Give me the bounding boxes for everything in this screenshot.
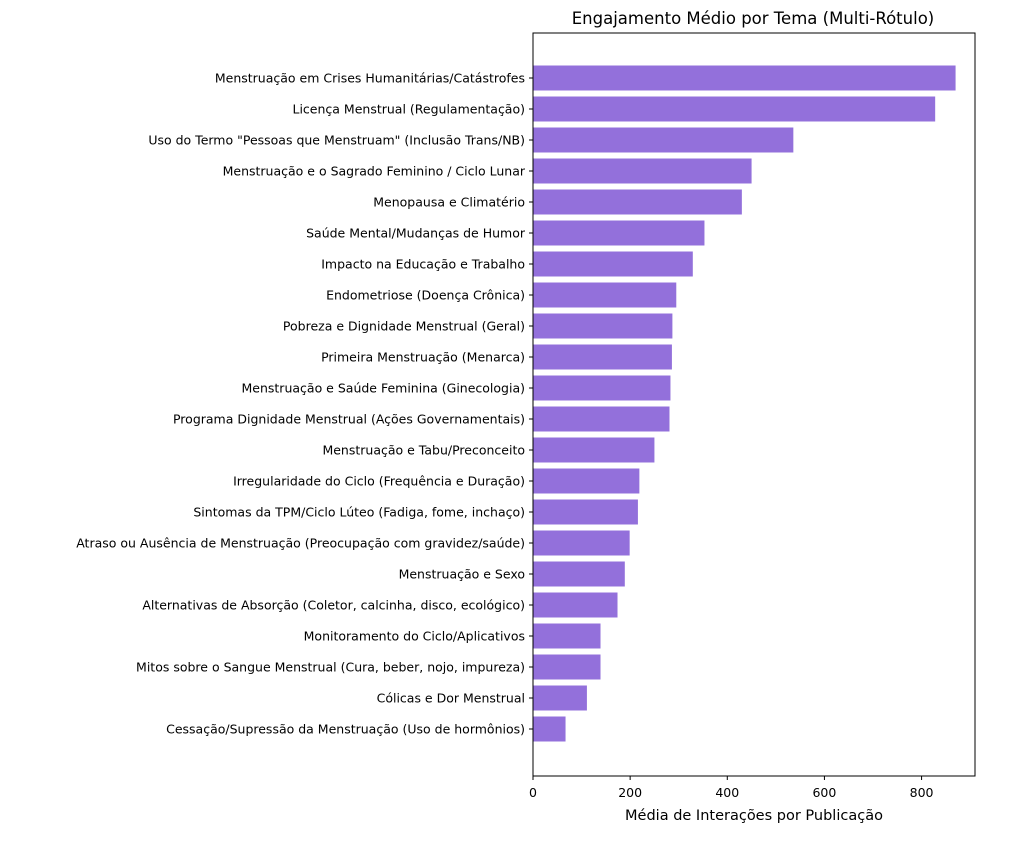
x-tick-label: 800 — [910, 785, 934, 800]
bar — [533, 220, 705, 246]
category-label: Saúde Mental/Mudanças de Humor — [306, 226, 526, 241]
bar — [533, 65, 956, 91]
bar — [533, 654, 601, 680]
category-label: Menstruação e Tabu/Preconceito — [322, 443, 525, 458]
x-tick-label: 200 — [618, 785, 642, 800]
bar — [533, 530, 630, 556]
category-label: Monitoramento do Ciclo/Aplicativos — [304, 629, 525, 644]
category-label: Licença Menstrual (Regulamentação) — [293, 102, 526, 117]
bar — [533, 623, 601, 649]
x-tick-label: 600 — [812, 785, 836, 800]
bar — [533, 468, 640, 494]
bar — [533, 716, 566, 742]
x-axis-ticks: 0 200 400 600 800 — [529, 776, 934, 800]
bar — [533, 127, 794, 153]
chart-title: Engajamento Médio por Tema (Multi-Rótulo… — [572, 9, 934, 28]
category-label: Endometriose (Doença Crônica) — [326, 288, 525, 303]
category-label: Sintomas da TPM/Ciclo Lúteo (Fadiga, fom… — [193, 505, 525, 520]
bars-layer — [533, 65, 956, 742]
category-label: Primeira Menstruação (Menarca) — [321, 350, 525, 365]
bar — [533, 406, 670, 432]
bar — [533, 282, 677, 308]
bar — [533, 96, 936, 122]
category-label: Menstruação e o Sagrado Feminino / Ciclo… — [223, 164, 526, 179]
bar — [533, 437, 655, 463]
category-label: Alternativas de Absorção (Coletor, calci… — [142, 598, 525, 613]
category-label: Menstruação e Sexo — [399, 567, 525, 582]
category-label: Uso do Termo "Pessoas que Menstruam" (In… — [148, 133, 525, 148]
category-label: Irregularidade do Ciclo (Frequência e Du… — [233, 474, 525, 489]
x-tick-label: 0 — [529, 785, 537, 800]
bar — [533, 344, 672, 370]
bar — [533, 592, 618, 618]
category-label: Menstruação em Crises Humanitárias/Catás… — [215, 71, 525, 86]
category-labels: Menstruação em Crises Humanitárias/Catás… — [76, 71, 533, 737]
x-tick-label: 400 — [715, 785, 739, 800]
bar — [533, 499, 638, 525]
plot-frame — [532, 32, 976, 777]
category-label: Mitos sobre o Sangue Menstrual (Cura, be… — [136, 660, 525, 675]
category-label: Atraso ou Ausência de Menstruação (Preoc… — [76, 536, 525, 551]
category-label: Cólicas e Dor Menstrual — [377, 691, 525, 706]
category-label: Pobreza e Dignidade Menstrual (Geral) — [283, 319, 525, 334]
category-label: Menstruação e Saúde Feminina (Ginecologi… — [242, 381, 526, 396]
bar — [533, 561, 625, 587]
category-label: Cessação/Supressão da Menstruação (Uso d… — [166, 722, 525, 737]
bar — [533, 158, 752, 184]
bar — [533, 189, 742, 215]
category-label: Menopausa e Climatério — [373, 195, 525, 210]
category-label: Impacto na Educação e Trabalho — [321, 257, 525, 272]
bar — [533, 375, 671, 401]
category-label: Programa Dignidade Menstrual (Ações Gove… — [173, 412, 525, 427]
bar — [533, 685, 587, 711]
bar — [533, 313, 673, 339]
x-axis-label: Média de Interações por Publicação — [625, 808, 883, 824]
bar — [533, 251, 693, 277]
